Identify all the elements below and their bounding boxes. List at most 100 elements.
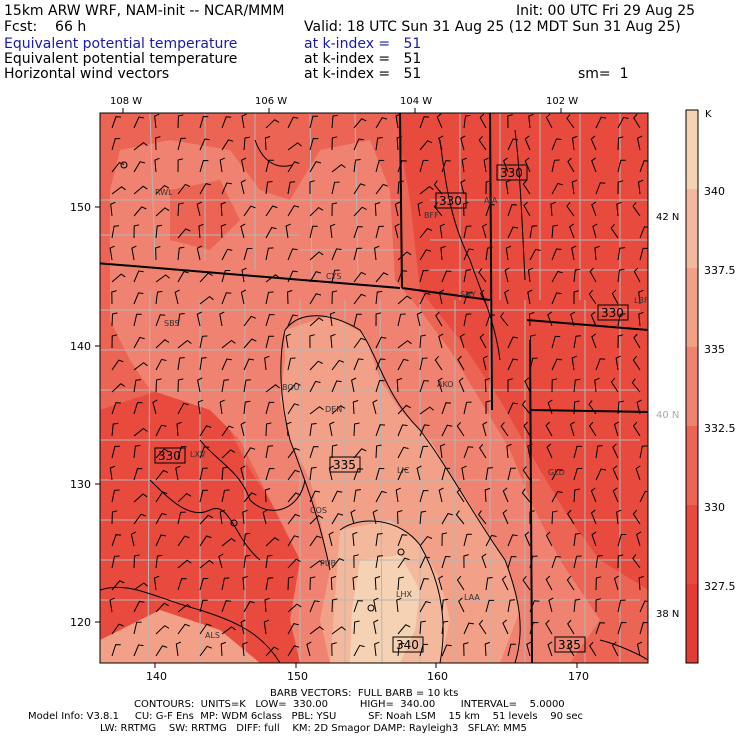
- wind-barb: [545, 531, 553, 547]
- wind-barb: [419, 601, 431, 613]
- wind-barb: [394, 223, 400, 239]
- wind-barb: [463, 269, 472, 283]
- wind-barb: [177, 158, 184, 173]
- wind-barb: [309, 466, 317, 481]
- wind-barb: [419, 269, 429, 283]
- wind-barb: [111, 623, 124, 635]
- wind-barb: [329, 421, 335, 437]
- station-lbf: LBF: [634, 296, 649, 305]
- wind-barb: [566, 202, 575, 217]
- wind-barb: [529, 555, 538, 569]
- wind-barb: [155, 554, 163, 569]
- map-frame: [99, 112, 649, 664]
- wind-barb: [484, 487, 491, 503]
- wind-barb: [331, 181, 340, 195]
- wind-barb: [571, 355, 577, 371]
- wind-barb: [176, 421, 182, 437]
- colorbar-label-330: 330: [704, 501, 725, 514]
- wind-barb: [353, 271, 367, 283]
- wind-barb: [243, 447, 256, 459]
- wind-barb: [174, 289, 180, 305]
- wind-barb: [433, 180, 443, 195]
- wind-barb: [264, 355, 270, 371]
- wind-barb: [573, 598, 581, 613]
- model-title: 15km ARW WRF, NAM-init -- NCAR/MMM: [4, 3, 285, 19]
- wind-barb: [243, 358, 254, 371]
- station-cys: CYS: [326, 272, 341, 281]
- wind-barb: [177, 623, 190, 635]
- wind-barb: [478, 443, 487, 459]
- wind-barb: [529, 510, 535, 525]
- wind-barb: [219, 311, 225, 327]
- wind-barb: [177, 603, 192, 613]
- wind-barb: [397, 180, 404, 195]
- wind-barb: [133, 554, 140, 569]
- wind-barb: [507, 378, 513, 392]
- wind-barb: [221, 248, 233, 261]
- wind-barb: [199, 645, 212, 657]
- wind-barb: [573, 268, 581, 283]
- wind-barb: [133, 401, 143, 415]
- y-tick-140: 140: [70, 340, 91, 353]
- wind-barb: [331, 163, 346, 173]
- wind-barb: [133, 493, 148, 503]
- wind-barb: [397, 270, 408, 283]
- wind-barb: [309, 576, 316, 591]
- wind-barb: [309, 206, 324, 217]
- wind-barb: [438, 135, 444, 151]
- wind-barb: [221, 600, 232, 613]
- wind-barb: [524, 157, 531, 173]
- wind-barb: [592, 223, 598, 239]
- wind-barb: [240, 465, 246, 481]
- wind-barb: [243, 554, 251, 569]
- bottom-ticks: [154, 663, 578, 668]
- wind-barb: [309, 490, 321, 503]
- contour-label-335-a: 335: [333, 458, 356, 472]
- wind-barb: [638, 311, 644, 327]
- wind-barb: [375, 490, 387, 503]
- wind-barb: [331, 598, 338, 613]
- wind-barb: [456, 575, 465, 591]
- wind-barb: [419, 116, 430, 129]
- wind-barb: [595, 468, 607, 481]
- wind-barb: [507, 358, 518, 371]
- wind-barb: [375, 312, 382, 327]
- wind-barb: [133, 444, 141, 459]
- wind-barb: [632, 355, 641, 371]
- wind-barb: [155, 491, 168, 503]
- wind-barb: [331, 359, 345, 371]
- wind-barb: [461, 157, 467, 173]
- wind-barb: [331, 248, 342, 261]
- x-tick-140: 140: [146, 670, 167, 683]
- wind-barb: [638, 575, 644, 591]
- wind-barb: [375, 183, 388, 195]
- init-time: Init: 00 UTC Fri 29 Aug 25: [516, 3, 696, 19]
- wind-barb: [353, 600, 363, 613]
- wind-barb: [155, 512, 167, 525]
- wind-barb: [197, 399, 204, 415]
- wind-barb: [353, 489, 361, 503]
- wind-barb: [588, 421, 597, 437]
- wind-barb: [287, 248, 298, 261]
- wind-barb: [155, 184, 170, 195]
- wind-barb: [441, 644, 452, 657]
- wind-barb: [133, 362, 148, 371]
- wind-barb: [397, 160, 408, 173]
- wind-barb: [221, 466, 228, 481]
- wind-barb: [199, 138, 210, 151]
- wind-barb: [287, 623, 299, 635]
- wind-barb: [458, 377, 465, 393]
- colorbar-segment: [686, 347, 698, 427]
- wind-barb: [463, 313, 472, 327]
- wind-barb: [595, 182, 606, 195]
- wind-barb: [155, 246, 161, 261]
- wind-barb: [551, 138, 562, 151]
- wind-barb: [502, 619, 509, 635]
- wind-barb: [396, 377, 403, 393]
- wind-barb: [507, 643, 516, 657]
- wind-barb: [440, 245, 446, 261]
- wind-barb: [111, 445, 120, 459]
- wind-barb: [111, 186, 126, 195]
- wind-barb: [109, 245, 115, 261]
- wind-barb: [287, 513, 301, 525]
